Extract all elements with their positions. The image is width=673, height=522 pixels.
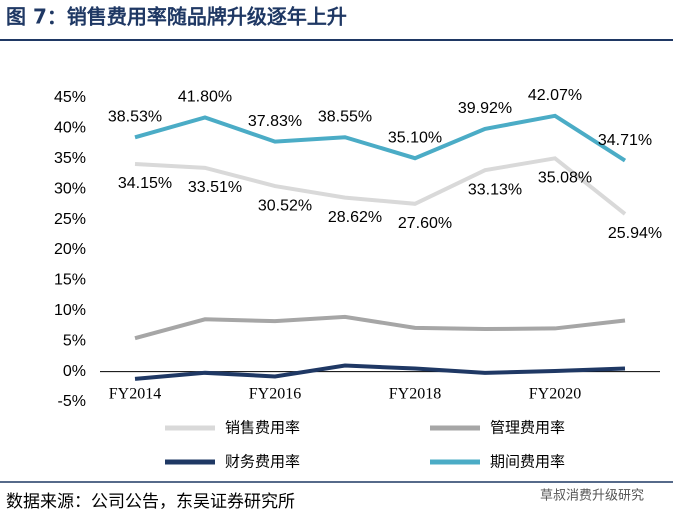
legend-label: 财务费用率	[225, 453, 300, 471]
data-label: 30.52%	[258, 197, 312, 214]
data-label: 41.80%	[178, 89, 232, 106]
y-tick-label: 35%	[54, 150, 86, 167]
y-tick-label: 45%	[54, 89, 86, 106]
data-label: 39.92%	[458, 100, 512, 117]
legend-label: 管理费用率	[490, 419, 565, 437]
x-tick-label: FY2016	[249, 386, 301, 403]
data-label: 35.10%	[388, 129, 442, 146]
y-tick-label: -5%	[58, 393, 86, 410]
data-label: 42.07%	[528, 87, 582, 104]
data-label: 35.08%	[538, 170, 592, 187]
y-tick-label: 25%	[54, 211, 86, 228]
y-tick-label: 40%	[54, 120, 86, 137]
x-tick-label: FY2020	[529, 386, 581, 403]
legend-label: 期间费用率	[490, 453, 565, 471]
y-tick-label: 20%	[54, 241, 86, 258]
data-label: 28.62%	[328, 209, 382, 226]
series-line	[134, 363, 626, 381]
y-tick-label: 30%	[54, 180, 86, 197]
x-tick-label: FY2018	[389, 386, 441, 403]
data-label: 37.83%	[248, 113, 302, 130]
y-tick-label: 15%	[54, 272, 86, 289]
watermark: 草叔消费升级研究	[540, 489, 644, 504]
legend-label: 销售费用率	[225, 419, 300, 437]
source: 数据来源：公司公告，东吴证券研究所	[6, 492, 295, 512]
data-label: 27.60%	[398, 215, 452, 232]
y-tick-label: 10%	[54, 302, 86, 319]
data-label: 38.53%	[108, 109, 162, 126]
y-tick-label: 5%	[63, 332, 86, 349]
series-line	[134, 113, 627, 163]
data-label: 25.94%	[608, 225, 662, 242]
data-label: 33.13%	[468, 181, 522, 198]
y-tick-label: 0%	[63, 363, 86, 380]
series-line	[134, 314, 626, 341]
data-label: 34.15%	[118, 175, 172, 192]
data-label: 33.51%	[188, 179, 242, 196]
data-label: 34.71%	[598, 132, 652, 149]
x-tick-label: FY2014	[109, 386, 161, 403]
series-line	[134, 156, 627, 216]
chart-title: 图 7：销售费用率随品牌升级逐年上升	[6, 5, 347, 29]
data-label: 38.55%	[318, 108, 372, 125]
